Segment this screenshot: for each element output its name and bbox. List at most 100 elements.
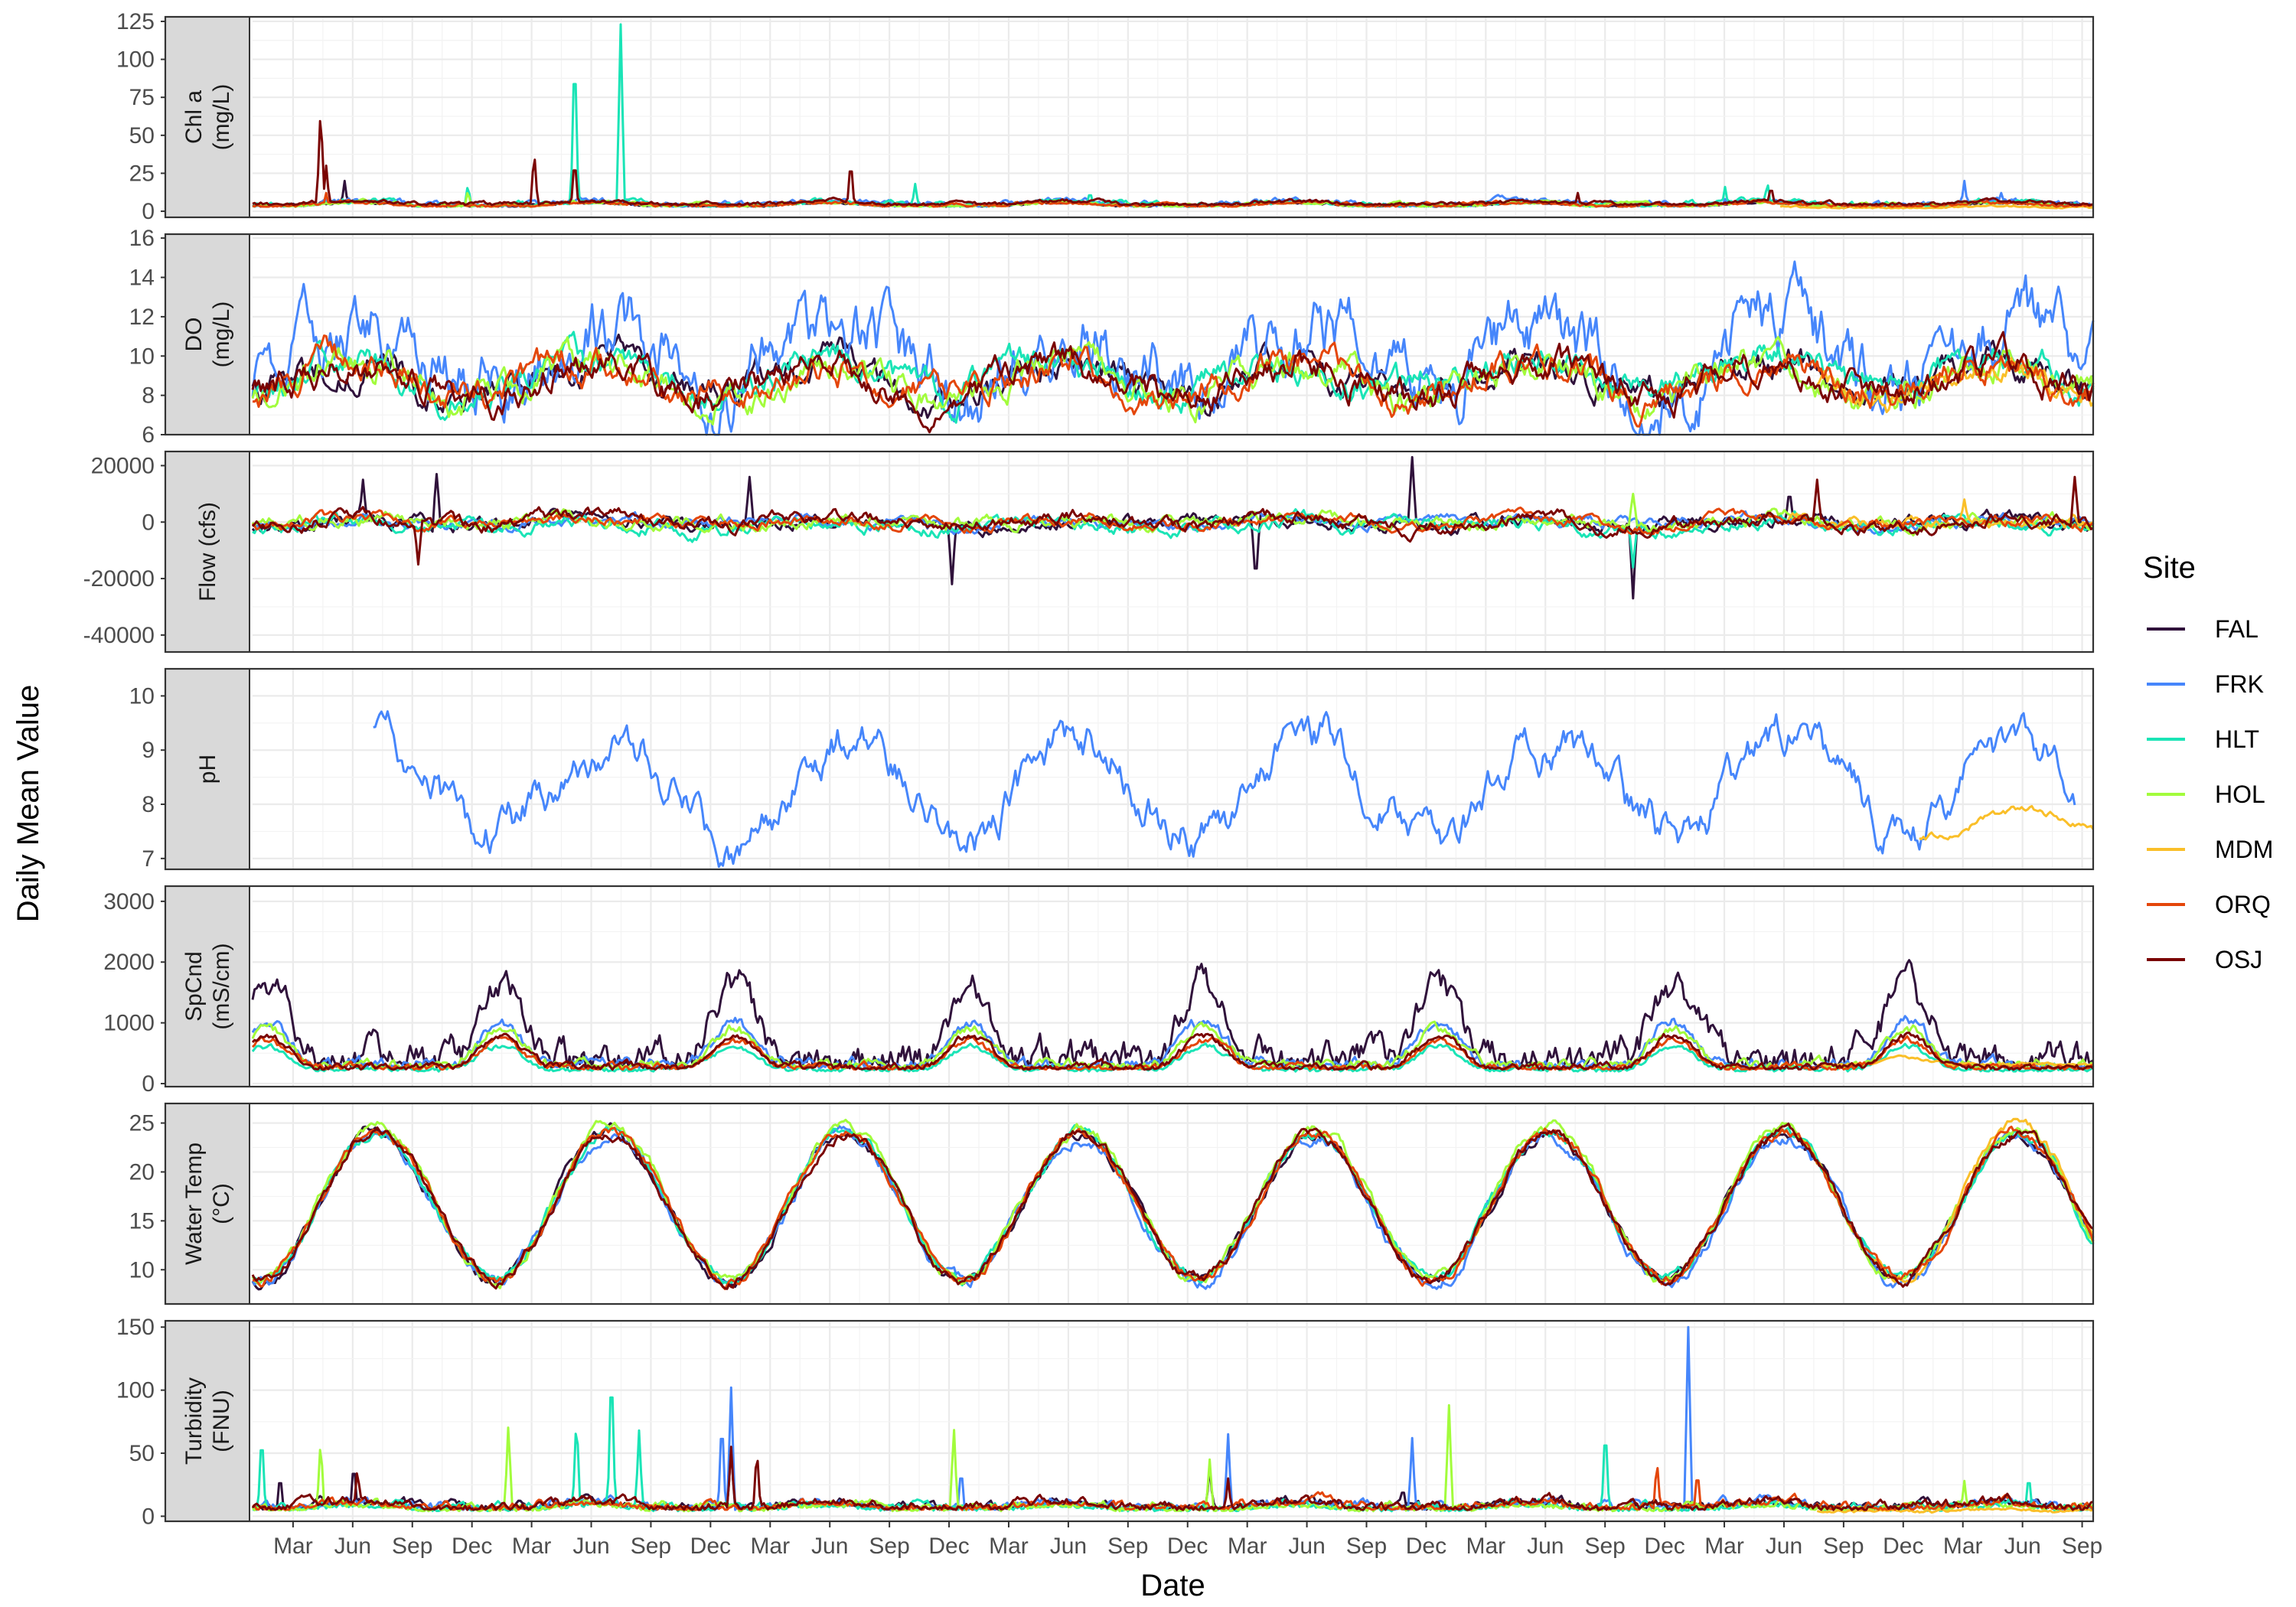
- x-tick-label: Jun: [1766, 1534, 1802, 1559]
- x-tick-label: Sep: [869, 1534, 909, 1559]
- facet-strip-label: (°C): [209, 1183, 234, 1224]
- y-axis-title: Daily Mean Value: [11, 685, 45, 923]
- panel-background: [253, 1321, 2093, 1521]
- panel-background: [253, 17, 2093, 217]
- x-tick-label: Dec: [1167, 1534, 1208, 1559]
- panel-border: [164, 667, 2095, 871]
- facet-strip-label: Chl a: [181, 90, 207, 144]
- facet-strip: [165, 16, 250, 218]
- x-tick-label: Jun: [334, 1534, 371, 1559]
- x-tick-label: Jun: [1527, 1534, 1564, 1559]
- y-tick-label: 20: [129, 1159, 155, 1185]
- y-tick-label: 6: [142, 422, 155, 448]
- x-tick-label: Sep: [1584, 1534, 1625, 1559]
- x-tick-label: Dec: [690, 1534, 731, 1559]
- facet-strip: [165, 668, 250, 870]
- series-line-osj: [251, 331, 2095, 434]
- facet-strip: [165, 885, 250, 1087]
- legend-label-hol: HOL: [2215, 781, 2265, 808]
- x-tick-label: Dec: [1883, 1534, 1923, 1559]
- x-tick-label: Sep: [2062, 1534, 2102, 1559]
- y-tick-label: 12: [129, 305, 155, 330]
- facet-strip: [165, 1103, 250, 1305]
- facet-strip-label: Turbidity: [181, 1377, 207, 1465]
- panel-border: [164, 233, 2095, 436]
- facet-strip-label: (FNU): [209, 1390, 234, 1452]
- series-line-osj: [252, 119, 2094, 207]
- panel-border: [164, 450, 2095, 654]
- legend-label-frk: FRK: [2215, 670, 2264, 698]
- panel-6: 10 15 20 25 Water Temp (°C): [129, 1102, 2095, 1305]
- y-tick-label: 25: [129, 161, 155, 186]
- series-line-frk: [373, 710, 2076, 869]
- series-line-fal: [251, 959, 2094, 1070]
- x-tick-label: Jun: [1050, 1534, 1087, 1559]
- y-tick-label: 2000: [103, 950, 155, 975]
- y-tick-label: 9: [142, 738, 155, 763]
- y-tick-label: 50: [129, 123, 155, 148]
- y-tick-label: 150: [116, 1315, 155, 1340]
- x-tick-label: Mar: [1466, 1534, 1506, 1559]
- panel-border: [164, 15, 2095, 219]
- panel-1: 0 25 50 75 100 125 Chl a (mg/L): [116, 9, 2095, 224]
- y-tick-label: 0: [142, 510, 155, 535]
- panel-2: 6 8 10 12 14 16 DO (mg/L): [129, 226, 2095, 448]
- y-tick-label: 75: [129, 85, 155, 110]
- x-tick-label: Mar: [989, 1534, 1029, 1559]
- panel-4: 7 8 9 10 pH: [129, 667, 2095, 872]
- x-tick-label: Mar: [512, 1534, 552, 1559]
- y-tick-label: -20000: [83, 566, 155, 592]
- y-tick-label: 50: [129, 1441, 155, 1466]
- legend-label-orq: ORQ: [2215, 891, 2271, 918]
- y-tick-label: 10: [129, 683, 155, 709]
- facet-strip-label: pH: [195, 755, 220, 784]
- x-tick-label: Jun: [1288, 1534, 1325, 1559]
- y-tick-label: 7: [142, 846, 155, 872]
- facet-strip-label: SpCnd: [181, 951, 207, 1022]
- y-tick-label: -40000: [83, 623, 155, 648]
- legend-label-hlt: HLT: [2215, 725, 2259, 753]
- series-line-mdm: [1816, 1507, 2094, 1514]
- series-line-osj: [251, 1032, 2095, 1071]
- y-tick-label: 125: [116, 9, 155, 34]
- series-line-hlt: [252, 508, 2094, 569]
- panel-border: [164, 1319, 2095, 1523]
- series-line-orq: [252, 334, 2095, 428]
- x-tick-label: Mar: [750, 1534, 790, 1559]
- series-line-mdm: [1779, 204, 2094, 210]
- series-line-orq: [252, 1125, 2095, 1290]
- x-tick-label: Sep: [1823, 1534, 1864, 1559]
- y-tick-label: 20000: [91, 453, 155, 478]
- series-line-mdm: [1816, 357, 2095, 413]
- x-tick-label: Mar: [1704, 1534, 1744, 1559]
- facet-strip-label: (mg/L): [209, 84, 234, 151]
- y-tick-label: 0: [142, 1504, 155, 1529]
- y-tick-label: 8: [142, 383, 155, 409]
- x-tick-label: Sep: [631, 1534, 671, 1559]
- facet-strip-label: DO: [181, 318, 207, 352]
- series-line-osj: [251, 1122, 2094, 1290]
- panel-3: -40000 -20000 0 20000 Flow (cfs): [83, 450, 2095, 654]
- panel-5: 0 1000 2000 3000 SpCnd (mS/cm): [103, 885, 2095, 1097]
- y-tick-label: 8: [142, 792, 155, 817]
- y-tick-label: 10: [129, 344, 155, 369]
- y-tick-label: 16: [129, 226, 155, 251]
- y-tick-label: 0: [142, 1071, 155, 1097]
- x-tick-label: Jun: [2004, 1534, 2040, 1559]
- facet-strip-label: Water Temp: [181, 1143, 207, 1265]
- x-tick-label: Sep: [1346, 1534, 1387, 1559]
- x-tick-label: Dec: [928, 1534, 969, 1559]
- facet-strip: [165, 451, 250, 653]
- legend-title: Site: [2143, 551, 2196, 585]
- x-tick-label: Jun: [572, 1534, 609, 1559]
- y-tick-label: 1000: [103, 1011, 155, 1036]
- facet-strip-label: Flow (cfs): [195, 502, 220, 601]
- y-tick-label: 3000: [103, 889, 155, 914]
- panel-7: 0 50 100 150 Turbidity (FNU): [116, 1315, 2095, 1529]
- y-tick-label: 10: [129, 1257, 155, 1283]
- panel-background: [253, 1103, 2093, 1304]
- y-tick-label: 0: [142, 199, 155, 224]
- x-axis: Mar Jun Sep Dec Mar Jun Sep Dec Mar Jun Sep Dec Mar J…: [273, 1521, 2102, 1559]
